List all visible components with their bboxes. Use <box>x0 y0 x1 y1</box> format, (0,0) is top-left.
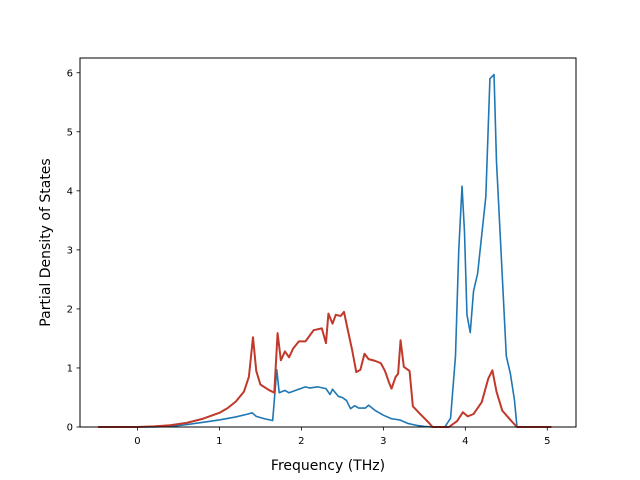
y-tick-label: 2 <box>67 304 73 315</box>
x-tick-label: 2 <box>298 436 304 447</box>
x-tick-label: 5 <box>544 436 550 447</box>
y-tick-label: 4 <box>67 186 73 197</box>
axes-frame <box>79 57 577 428</box>
series-line-2 <box>98 310 552 428</box>
y-axis-ticks: 0 1 2 3 4 5 6 <box>67 68 80 434</box>
y-tick-label: 5 <box>67 127 73 138</box>
y-tick-label: 3 <box>67 245 73 256</box>
x-tick-label: 0 <box>134 436 140 447</box>
series-line-1 <box>98 73 552 428</box>
x-tick-label: 4 <box>462 436 468 447</box>
y-tick-label: 6 <box>67 68 73 79</box>
y-tick-label: 0 <box>67 423 73 434</box>
x-axis-ticks: 0 1 2 3 4 5 <box>134 427 550 447</box>
y-tick-label: 1 <box>67 363 73 374</box>
series-layer <box>98 73 552 428</box>
x-tick-label: 1 <box>216 436 222 447</box>
y-axis-label: Partial Density of States <box>38 158 54 326</box>
x-tick-label: 3 <box>380 436 386 447</box>
x-axis-label: Frequency (THz) <box>271 458 385 474</box>
